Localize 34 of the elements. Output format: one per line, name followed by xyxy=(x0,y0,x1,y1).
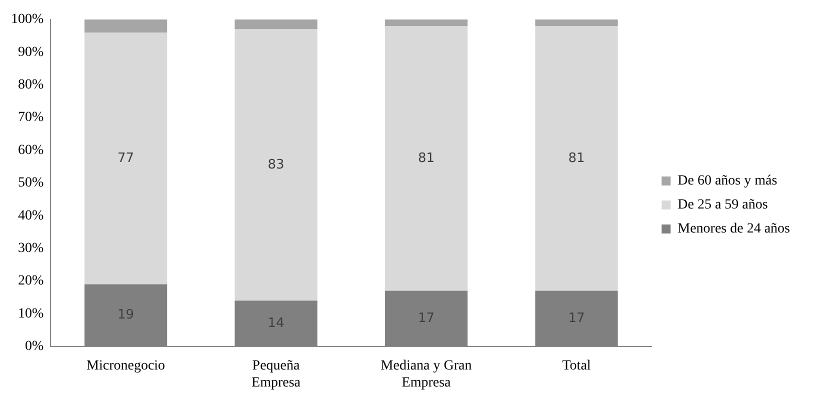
data-label: 77 xyxy=(118,150,134,166)
data-label: 17 xyxy=(418,310,435,326)
y-tick-label: 50% xyxy=(18,176,44,191)
data-label: 14 xyxy=(268,316,284,331)
y-tick-label: 20% xyxy=(18,274,44,289)
x-tick-label: Pequeña Empresa xyxy=(252,358,302,390)
y-tick-label: 90% xyxy=(18,44,44,60)
bar xyxy=(234,19,318,30)
bar xyxy=(535,19,618,26)
y-tick-label: 40% xyxy=(18,208,44,224)
bar xyxy=(384,19,468,26)
bar xyxy=(84,32,168,284)
bar xyxy=(234,29,318,301)
x-tick-label: Total xyxy=(562,358,591,374)
data-label: 19 xyxy=(118,308,134,323)
legend-label: Menores de 24 años xyxy=(678,222,790,237)
y-tick-label: 100% xyxy=(10,12,44,28)
y-tick-label: 60% xyxy=(18,142,44,158)
data-label: 81 xyxy=(568,150,585,166)
data-label: 83 xyxy=(268,157,284,172)
data-label: 17 xyxy=(568,310,585,326)
legend-label: De 25 a 59 años xyxy=(678,198,768,213)
y-tick-label: 0% xyxy=(24,339,44,354)
y-tick-label: 30% xyxy=(18,240,44,256)
y-tick-label: 10% xyxy=(18,306,44,322)
x-tick-label: Mediana y Gran Empresa xyxy=(380,358,472,390)
data-label: 81 xyxy=(418,150,435,166)
bar xyxy=(535,26,618,291)
y-tick-label: 70% xyxy=(18,110,44,126)
bar xyxy=(384,26,468,291)
y-tick-label: 80% xyxy=(18,77,44,92)
bar xyxy=(84,19,168,32)
x-tick-label: Micronegocio xyxy=(86,358,166,374)
legend-label: De 60 años y más xyxy=(678,174,778,189)
